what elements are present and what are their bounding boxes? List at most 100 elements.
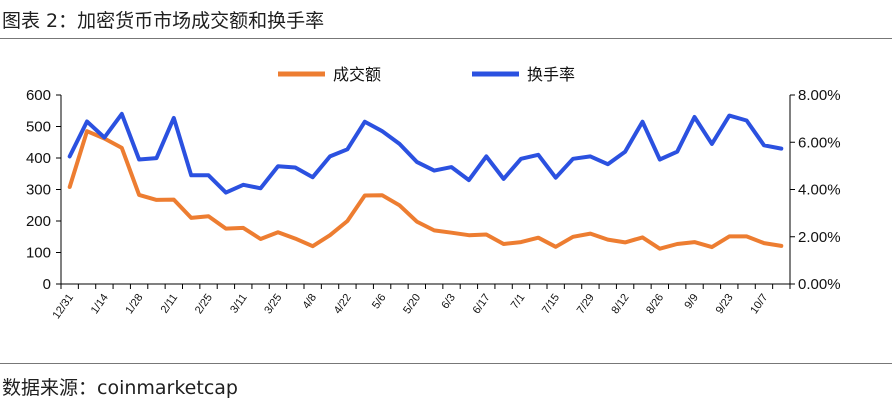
left-tick-label: 100	[26, 245, 51, 262]
data-point	[658, 247, 662, 251]
data-point	[293, 166, 297, 170]
x-tick-label: 7/15	[540, 292, 562, 316]
x-tick-label: 7/1	[509, 292, 528, 311]
data-point	[762, 241, 766, 245]
series-line-trading-volume	[67, 129, 784, 251]
x-tick-label: 8/12	[609, 292, 631, 316]
data-point	[241, 183, 245, 187]
x-tick-label: 1/14	[89, 292, 111, 316]
data-point	[207, 173, 211, 177]
data-point	[623, 150, 627, 154]
data-point	[588, 232, 592, 236]
x-tick-label: 9/23	[714, 292, 736, 316]
data-point	[345, 147, 349, 151]
source-divider	[0, 363, 892, 364]
data-point	[311, 175, 315, 179]
data-point	[484, 233, 488, 237]
data-point	[571, 235, 575, 239]
data-point	[363, 194, 367, 198]
right-tick-label: 8.00%	[798, 87, 841, 104]
data-point	[224, 191, 228, 195]
data-point	[536, 153, 540, 157]
data-point	[85, 120, 89, 124]
x-tick-label: 5/20	[401, 292, 423, 316]
legend-label: 成交额	[333, 65, 381, 84]
data-point	[519, 240, 523, 244]
data-point	[207, 214, 211, 218]
data-point	[172, 198, 176, 202]
data-point	[328, 233, 332, 237]
data-point	[693, 240, 697, 244]
x-tick-label: 6/17	[471, 292, 493, 316]
left-tick-label: 600	[26, 87, 51, 104]
data-point	[606, 162, 610, 166]
data-point	[398, 142, 402, 146]
data-point	[450, 165, 454, 169]
data-point	[467, 233, 471, 237]
data-point	[276, 230, 280, 234]
data-point	[450, 231, 454, 235]
data-point	[120, 146, 124, 150]
caption-divider	[0, 38, 892, 39]
data-point	[675, 242, 679, 246]
data-point	[606, 238, 610, 242]
data-point	[432, 169, 436, 173]
x-tick-label: 6/3	[439, 292, 458, 311]
x-tick-label: 5/6	[370, 292, 389, 311]
data-point	[189, 216, 193, 220]
data-point	[102, 136, 106, 140]
chart-series	[67, 111, 784, 251]
left-tick-label: 0	[43, 276, 51, 293]
right-tick-label: 0.00%	[798, 276, 841, 293]
data-point	[432, 228, 436, 232]
x-tick-label: 7/29	[575, 292, 597, 316]
x-tick-label: 8/26	[644, 292, 666, 316]
data-point	[380, 193, 384, 197]
data-point	[588, 154, 592, 158]
data-point	[502, 177, 506, 181]
right-tick-label: 2.00%	[798, 229, 841, 246]
x-tick-label: 2/11	[159, 292, 181, 316]
data-point	[155, 198, 159, 202]
data-point	[519, 157, 523, 161]
data-point	[415, 160, 419, 164]
left-tick-label: 300	[26, 182, 51, 199]
data-point	[137, 158, 141, 162]
data-point	[554, 245, 558, 249]
left-tick-label: 400	[26, 150, 51, 167]
figure-caption: 图表 2：加密货币市场成交额和换手率	[2, 10, 325, 32]
data-point	[641, 120, 645, 124]
data-point	[363, 120, 367, 124]
data-point	[571, 157, 575, 161]
data-point	[85, 129, 89, 133]
data-point	[172, 116, 176, 120]
data-point	[328, 154, 332, 158]
left-tick-label: 500	[26, 119, 51, 136]
data-point	[675, 150, 679, 154]
right-tick-label: 6.00%	[798, 134, 841, 151]
data-point	[259, 186, 263, 190]
data-point	[224, 227, 228, 231]
data-point	[155, 156, 159, 160]
data-point	[380, 129, 384, 133]
x-tick-label: 4/8	[301, 292, 320, 311]
data-point	[779, 244, 783, 248]
x-tick-label: 2/25	[193, 292, 215, 316]
data-point	[137, 193, 141, 197]
series-line-turnover-rate	[67, 111, 784, 195]
data-point	[415, 220, 419, 224]
data-point	[745, 119, 749, 123]
x-axis-ticks: 12/31 1/14 1/28 2/11 2/25 3/11 3/25 4/8 4/22 5/6 5…	[51, 284, 791, 321]
data-source-note: 数据来源：coinmarketcap	[2, 377, 238, 399]
data-point	[467, 178, 471, 182]
data-point	[68, 154, 72, 158]
data-point	[658, 158, 662, 162]
right-tick-label: 4.00%	[798, 182, 841, 199]
data-point	[710, 245, 714, 249]
data-point	[502, 242, 506, 246]
data-point	[293, 237, 297, 241]
data-point	[693, 115, 697, 119]
data-point	[745, 234, 749, 238]
x-tick-label: 1/28	[123, 292, 145, 316]
